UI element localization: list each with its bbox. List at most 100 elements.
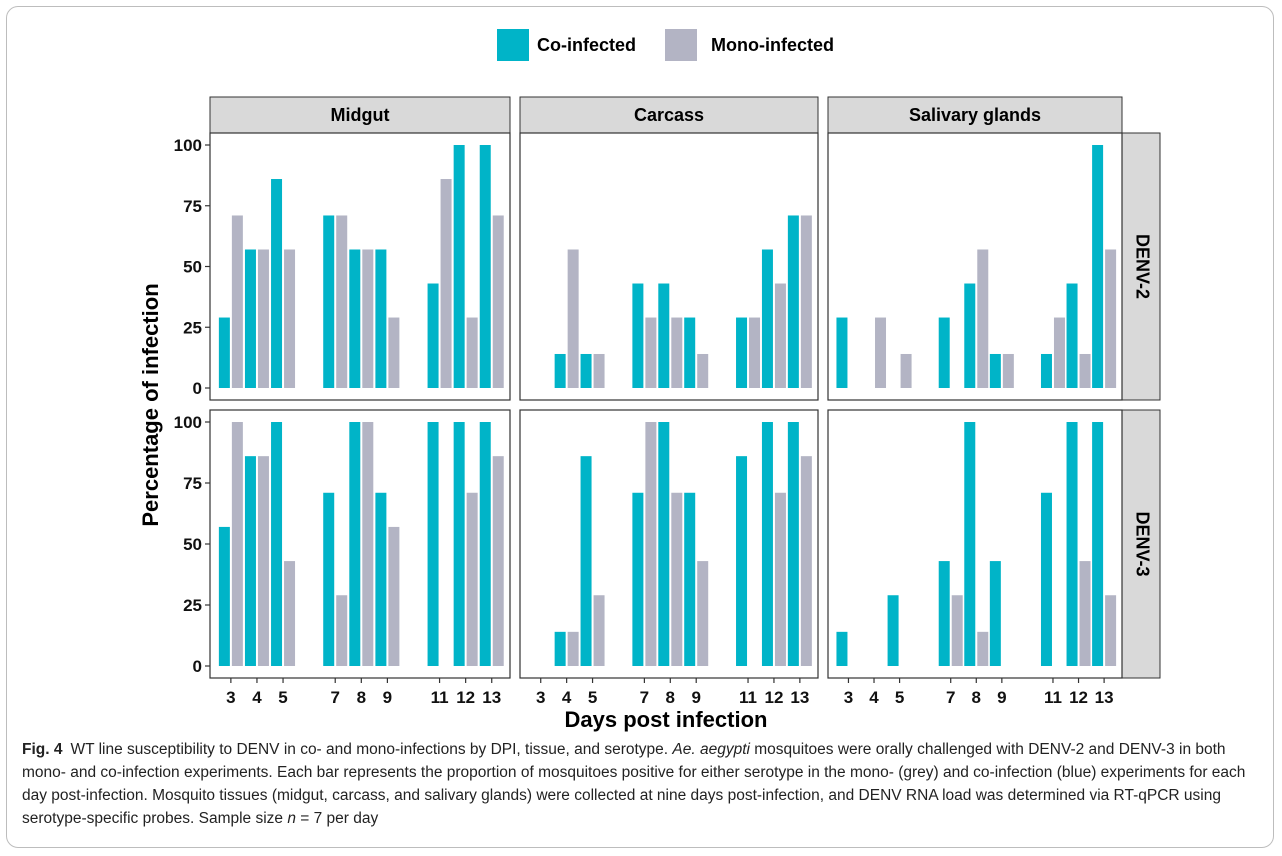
bar-mono-denv-2-carcass-day5: [593, 353, 605, 388]
bar-mono-denv-3-carcass-day12: [774, 492, 786, 666]
bar-co-denv-2-carcass-day8: [658, 283, 670, 388]
x-tick-label-salivary-glands-9: 9: [997, 688, 1006, 707]
bar-mono-denv-2-midgut-day11: [440, 179, 452, 388]
bar-mono-denv-2-salivary-glands-day9: [1002, 353, 1014, 388]
bar-co-denv-3-salivary-glands-day3: [836, 631, 848, 666]
strip-label-midgut: Midgut: [331, 105, 390, 125]
bar-co-denv-3-midgut-day9: [375, 492, 387, 666]
x-tick-label-salivary-glands-12: 12: [1069, 688, 1088, 707]
bar-mono-denv-3-midgut-day5: [284, 561, 296, 666]
bar-mono-denv-3-midgut-day4: [257, 456, 269, 666]
bar-mono-denv-3-carcass-day9: [697, 561, 709, 666]
bar-mono-denv-3-carcass-day5: [593, 595, 605, 666]
bar-mono-denv-3-carcass-day8: [671, 492, 683, 666]
x-tick-label-midgut-9: 9: [383, 688, 392, 707]
strip-label-carcass: Carcass: [634, 105, 704, 125]
x-tick-label-carcass-11: 11: [739, 688, 757, 707]
x-tick-label-salivary-glands-11: 11: [1044, 688, 1062, 707]
bar-co-denv-2-midgut-day9: [375, 249, 387, 388]
bar-mono-denv-2-midgut-day7: [336, 215, 348, 388]
legend-swatch-mono: [665, 29, 697, 61]
bar-mono-denv-3-carcass-day13: [800, 456, 812, 666]
bar-mono-denv-2-salivary-glands-day13: [1105, 249, 1117, 388]
y-tick-label-denv-2-25: 25: [183, 318, 202, 337]
bar-co-denv-2-carcass-day9: [684, 317, 696, 388]
figure-frame: [6, 6, 1274, 848]
x-tick-label-salivary-glands-4: 4: [869, 688, 879, 707]
bar-co-denv-3-carcass-day8: [658, 422, 670, 666]
y-tick-label-denv-3-75: 75: [183, 474, 202, 493]
bar-co-denv-3-carcass-day9: [684, 492, 696, 666]
bar-co-denv-2-salivary-glands-day8: [964, 283, 976, 388]
y-tick-label-denv-2-75: 75: [183, 197, 202, 216]
y-tick-label-denv-2-100: 100: [174, 136, 202, 155]
bar-mono-denv-2-carcass-day9: [697, 353, 709, 388]
y-axis-title: Percentage of infection: [138, 283, 163, 526]
bar-co-denv-2-salivary-glands-day12: [1066, 283, 1078, 388]
x-tick-label-carcass-7: 7: [640, 688, 649, 707]
y-tick-label-denv-3-0: 0: [193, 657, 202, 676]
legend-label-mono: Mono-infected: [711, 35, 834, 55]
bar-mono-denv-3-salivary-glands-day13: [1105, 595, 1117, 666]
bar-co-denv-2-carcass-day7: [632, 283, 644, 388]
strip-column-salivary-glands: [827, 96, 1123, 134]
bar-co-denv-2-midgut-day7: [323, 215, 335, 388]
strip-label-salivary-glands: Salivary glands: [909, 105, 1041, 125]
x-tick-label-carcass-3: 3: [536, 688, 545, 707]
y-tick-label-denv-2-50: 50: [183, 258, 202, 277]
bar-mono-denv-2-midgut-day3: [231, 215, 243, 388]
bar-mono-denv-2-carcass-day13: [800, 215, 812, 388]
bar-co-denv-2-midgut-day12: [453, 145, 465, 388]
bar-co-denv-3-carcass-day11: [736, 456, 748, 666]
legend-label-co: Co-infected: [537, 35, 636, 55]
bar-co-denv-3-salivary-glands-day5: [887, 595, 899, 666]
x-tick-label-salivary-glands-3: 3: [844, 688, 853, 707]
bar-co-denv-3-salivary-glands-day8: [964, 422, 976, 666]
bar-mono-denv-2-midgut-day12: [466, 317, 478, 388]
x-tick-label-midgut-4: 4: [252, 688, 262, 707]
x-tick-label-carcass-12: 12: [764, 688, 783, 707]
bar-mono-denv-2-salivary-glands-day5: [900, 353, 912, 388]
bar-co-denv-2-salivary-glands-day13: [1092, 145, 1104, 388]
strip-label-denv-3: DENV-3: [1132, 511, 1152, 576]
bar-mono-denv-3-salivary-glands-day8: [977, 631, 989, 666]
x-tick-label-midgut-8: 8: [357, 688, 366, 707]
x-tick-label-salivary-glands-7: 7: [946, 688, 955, 707]
x-tick-label-midgut-11: 11: [431, 688, 449, 707]
x-tick-label-salivary-glands-13: 13: [1095, 688, 1114, 707]
bar-mono-denv-3-carcass-day7: [645, 422, 657, 666]
bar-mono-denv-2-midgut-day4: [257, 249, 269, 388]
bar-mono-denv-2-salivary-glands-day8: [977, 249, 989, 388]
bar-mono-denv-3-midgut-day7: [336, 595, 348, 666]
bar-mono-denv-2-carcass-day12: [774, 283, 786, 388]
x-tick-label-carcass-4: 4: [562, 688, 572, 707]
bar-mono-denv-2-carcass-day7: [645, 317, 657, 388]
bar-co-denv-2-carcass-day12: [761, 249, 773, 388]
y-tick-label-denv-3-25: 25: [183, 596, 202, 615]
bar-co-denv-3-salivary-glands-day7: [938, 561, 950, 666]
bar-mono-denv-3-midgut-day8: [362, 422, 374, 666]
bar-mono-denv-3-midgut-day9: [388, 526, 400, 666]
bar-mono-denv-3-midgut-day3: [231, 422, 243, 666]
bar-co-denv-3-carcass-day4: [554, 631, 566, 666]
bar-mono-denv-2-midgut-day5: [284, 249, 296, 388]
bar-mono-denv-3-salivary-glands-day12: [1079, 561, 1091, 666]
caption-species: Ae. aegypti: [672, 741, 750, 758]
bar-co-denv-2-carcass-day13: [787, 215, 799, 388]
y-tick-label-denv-2-0: 0: [193, 379, 202, 398]
bar-co-denv-2-midgut-day8: [349, 249, 361, 388]
caption-text-3: = 7 per day: [295, 810, 379, 827]
bar-mono-denv-2-midgut-day13: [492, 215, 504, 388]
bar-mono-denv-3-salivary-glands-day7: [951, 595, 963, 666]
legend-swatch-co: [497, 29, 529, 61]
x-axis-title: Days post infection: [565, 707, 768, 732]
x-tick-label-salivary-glands-8: 8: [972, 688, 981, 707]
bar-mono-denv-2-carcass-day4: [567, 249, 579, 388]
bar-co-denv-3-carcass-day13: [787, 422, 799, 666]
x-tick-label-carcass-8: 8: [666, 688, 675, 707]
bar-co-denv-3-midgut-day13: [479, 422, 491, 666]
bar-mono-denv-3-midgut-day13: [492, 456, 504, 666]
bar-co-denv-2-carcass-day11: [736, 317, 748, 388]
bar-co-denv-3-salivary-glands-day9: [989, 561, 1001, 666]
bar-co-denv-3-salivary-glands-day13: [1092, 422, 1104, 666]
